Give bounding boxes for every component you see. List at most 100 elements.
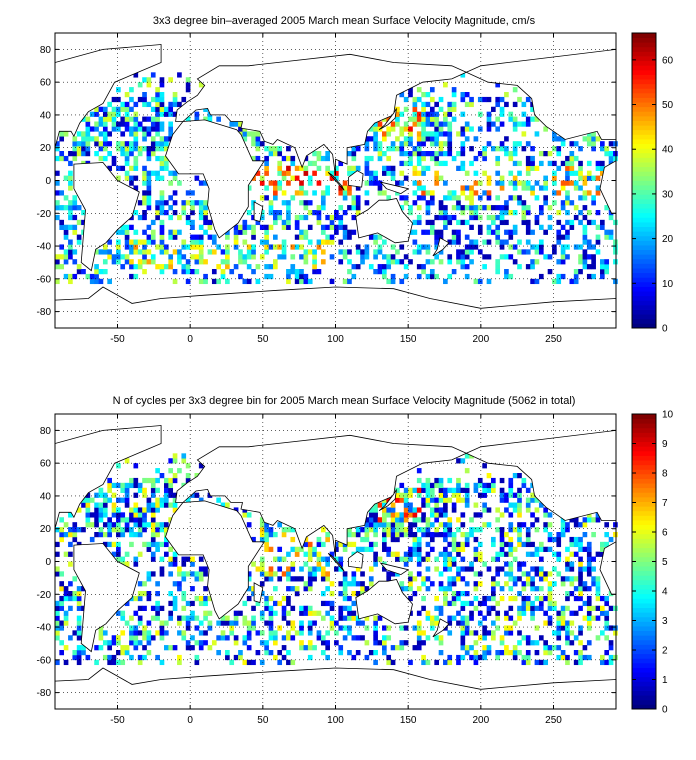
bin-cell — [120, 517, 126, 523]
bin-cell — [464, 620, 470, 626]
colorbar-swatch — [632, 125, 656, 131]
bin-cell — [477, 278, 483, 285]
bin-cell — [521, 482, 527, 489]
bin-cell — [464, 487, 470, 493]
landmass — [54, 425, 162, 537]
bin-cell — [499, 527, 505, 533]
bin-cell — [150, 482, 156, 489]
bin-cell — [499, 180, 505, 186]
bin-cell — [552, 566, 557, 572]
bin-cell — [277, 625, 283, 631]
bin-cell — [525, 219, 531, 226]
bin-cell — [68, 278, 73, 285]
bin-cell — [382, 635, 387, 641]
bin-cell — [525, 635, 531, 641]
bin-cell — [133, 185, 139, 191]
bin-cell — [586, 175, 592, 181]
bin-cell — [312, 620, 317, 626]
bin-cell — [185, 278, 191, 285]
bin-cell — [273, 219, 278, 226]
bin-cell — [486, 141, 492, 147]
bin-cell — [469, 566, 474, 572]
bin-cell — [456, 566, 461, 572]
bin-cell — [316, 630, 322, 636]
bin-cell — [451, 541, 457, 548]
bin-cell — [277, 576, 283, 582]
bin-cell — [129, 96, 134, 103]
bin-cell — [351, 600, 357, 607]
bin-cell — [364, 180, 370, 186]
bin-cell — [290, 635, 296, 641]
bin-cell — [425, 487, 431, 493]
bin-cell — [456, 229, 461, 235]
bin-cell — [190, 615, 195, 621]
bin-cell — [464, 468, 470, 474]
bin-cell — [120, 630, 126, 636]
bin-cell — [159, 630, 165, 636]
bin-cell — [129, 527, 134, 533]
bin-cell — [338, 556, 344, 562]
bin-cell — [159, 205, 165, 211]
bin-cell — [307, 571, 313, 577]
bin-cell — [194, 571, 200, 577]
bin-cell — [286, 224, 291, 230]
bin-cell — [111, 522, 117, 528]
bin-cell — [268, 546, 274, 552]
bin-cell — [547, 581, 553, 587]
bin-cell — [582, 229, 588, 235]
bin-cell — [408, 551, 413, 557]
bin-cell — [412, 591, 418, 597]
bin-cell — [63, 591, 69, 597]
bin-cell — [525, 551, 531, 557]
bin-cell — [233, 640, 239, 646]
bin-cell — [307, 586, 313, 592]
bin-cell — [421, 141, 426, 147]
bin-cell — [403, 532, 409, 538]
bin-cell — [547, 269, 553, 275]
bin-cell — [512, 581, 518, 587]
bin-cell — [290, 244, 296, 250]
bin-cell — [538, 571, 544, 577]
bin-cell — [290, 659, 296, 666]
bin-cell — [142, 487, 147, 493]
bin-cell — [473, 630, 479, 636]
bin-cell — [538, 605, 544, 611]
bin-cell — [565, 561, 570, 567]
bin-cell — [164, 477, 169, 484]
bin-cell — [229, 121, 235, 127]
bin-cell — [320, 239, 326, 245]
bin-cells — [55, 72, 618, 285]
bin-cell — [512, 229, 518, 235]
bin-cell — [473, 155, 479, 162]
bin-cell — [150, 141, 156, 147]
bin-cell — [102, 249, 108, 255]
bin-cell — [578, 185, 583, 191]
bin-cell — [133, 131, 139, 137]
bin-cell — [233, 239, 239, 245]
landmass — [327, 171, 345, 191]
bin-cell — [251, 141, 256, 147]
bin-cell — [150, 121, 156, 127]
bin-cell — [543, 254, 548, 260]
bin-cell — [425, 527, 431, 533]
bin-cell — [382, 165, 387, 171]
bin-cell — [181, 605, 187, 611]
bin-cell — [604, 146, 610, 152]
bin-cell — [569, 200, 575, 206]
bin-cell — [373, 630, 378, 636]
bin-cell — [194, 111, 200, 117]
bin-cell — [403, 273, 409, 280]
bin-cell — [600, 146, 605, 152]
bin-cell — [133, 72, 139, 78]
bin-cell — [338, 205, 344, 211]
bin-cell — [604, 635, 610, 641]
colorbar-swatch — [632, 621, 656, 627]
bin-cell — [569, 278, 575, 285]
bin-cell — [403, 551, 409, 557]
bin-cell — [155, 546, 160, 552]
bin-cell — [591, 615, 596, 621]
bin-cell — [172, 497, 178, 503]
bin-cell — [608, 141, 614, 147]
bin-cell — [172, 190, 178, 196]
colorbar-tick-label: 1 — [662, 675, 668, 686]
